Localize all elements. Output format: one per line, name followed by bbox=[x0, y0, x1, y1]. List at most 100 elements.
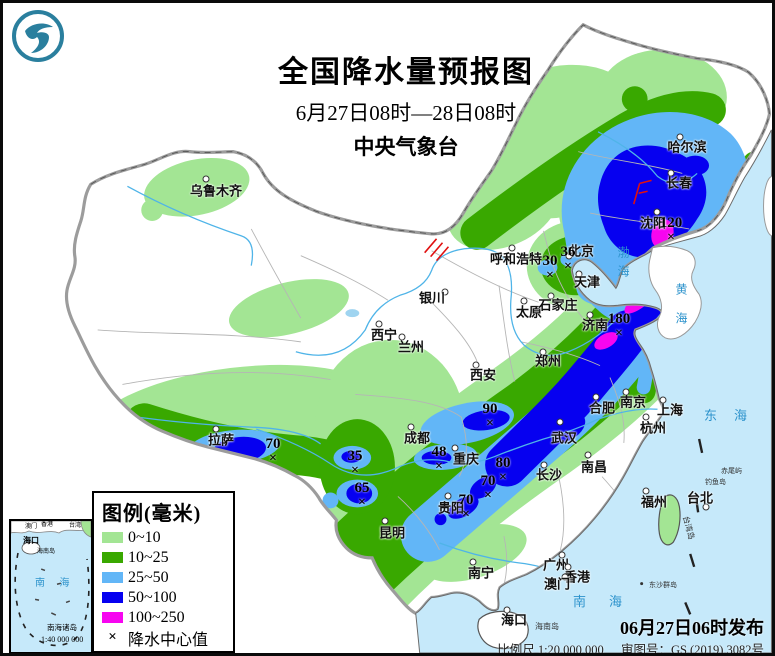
city-label: 呼和浩特 bbox=[489, 251, 543, 267]
x-marker-icon: × bbox=[484, 487, 492, 503]
map-meta: 比例尺 1:20 000 000 审图号：GS (2019) 3082号 bbox=[483, 639, 764, 653]
city-label: 贵阳 bbox=[437, 500, 465, 516]
precip-center-value: 180 bbox=[607, 310, 631, 327]
legend-swatch bbox=[102, 572, 123, 583]
sea bbox=[415, 129, 772, 653]
issue-time: 06月27日06时发布 bbox=[620, 618, 764, 638]
city-label: 福州 bbox=[640, 494, 668, 510]
city-dot bbox=[407, 423, 415, 431]
city-dot bbox=[212, 425, 220, 433]
inset-sea-label: 南 海 bbox=[35, 578, 76, 589]
legend-item-label: 0~10 bbox=[128, 528, 161, 546]
legend-swatch bbox=[102, 592, 123, 603]
x-marker-icon: × bbox=[499, 469, 507, 485]
inset-hainan bbox=[21, 541, 41, 555]
city-dot bbox=[398, 333, 406, 341]
city-dot bbox=[441, 288, 449, 296]
japan-edge bbox=[763, 175, 772, 237]
city-label: 太原 bbox=[515, 304, 543, 320]
inset-haikou-label: 海口 bbox=[23, 536, 39, 545]
city-dot bbox=[503, 606, 511, 614]
dongsha-dot bbox=[640, 582, 644, 586]
precip-center-marker: 70 × bbox=[480, 472, 496, 503]
city-dot bbox=[642, 413, 650, 421]
legend-swatch bbox=[102, 532, 123, 543]
legend-item-label: 50~100 bbox=[128, 588, 177, 606]
map-text-label: 钓鱼岛 bbox=[705, 478, 726, 486]
inset-coast bbox=[11, 521, 91, 534]
city-dot bbox=[472, 361, 480, 369]
precip-center-marker: 70 × bbox=[459, 492, 474, 522]
precip-center-value: 70 bbox=[265, 435, 281, 452]
x-marker-icon: × bbox=[667, 229, 675, 245]
inset-nine-dash-line bbox=[14, 552, 90, 647]
city-dot bbox=[375, 320, 383, 328]
precip-center-value: 36 bbox=[560, 243, 576, 260]
south-china-sea-inset: 澳门 香港 台湾 海口 海南岛 南 海 南海诸岛 1:40 000 000 bbox=[9, 519, 93, 653]
legend-swatch bbox=[102, 612, 123, 623]
qinghai-lake bbox=[345, 309, 360, 318]
inset-taiwan bbox=[80, 521, 91, 538]
precip-center-marker: 180 × bbox=[607, 310, 631, 341]
city-label: 广州 bbox=[542, 557, 570, 573]
agency-name: 中央气象台 bbox=[353, 135, 459, 159]
precip-center-value: 35 bbox=[347, 447, 363, 464]
inset-map bbox=[11, 521, 91, 652]
forecast-period: 6月27日08时—28日08时 bbox=[295, 101, 517, 125]
city-label: 昆明 bbox=[378, 525, 406, 541]
legend-item-label: 25~50 bbox=[128, 568, 169, 586]
precip-center-marker: 120 × bbox=[660, 215, 683, 245]
map-text-label: 东沙群岛 bbox=[649, 581, 677, 589]
page-title: 全国降水量预报图 bbox=[278, 56, 534, 89]
precipitation-layer bbox=[88, 49, 763, 614]
city-label: 合肥 bbox=[588, 400, 616, 416]
map-text-label: 渤海 bbox=[616, 246, 630, 284]
legend-center-label: 降水中心值 bbox=[128, 631, 209, 649]
city-label: 天津 bbox=[573, 274, 601, 290]
x-marker-icon: × bbox=[358, 494, 366, 510]
city-dot bbox=[586, 311, 594, 319]
inset-scale-label: 1:40 000 000 bbox=[41, 635, 84, 644]
legend-swatch bbox=[102, 552, 123, 563]
legend-center-row: × 降水中心值 bbox=[102, 629, 227, 649]
title-block: 全国降水量预报图 6月27日08时—28日08时 中央气象台 bbox=[231, 47, 581, 161]
inset-hongkong-label: 香港 bbox=[41, 522, 54, 528]
city-dot bbox=[676, 133, 684, 141]
city-dot bbox=[558, 551, 566, 559]
x-marker-icon: × bbox=[486, 415, 494, 431]
precip-center-marker: 35 × bbox=[347, 447, 363, 478]
legend-item: 0~10 bbox=[102, 529, 227, 546]
cma-logo bbox=[11, 9, 65, 63]
city-dot bbox=[469, 558, 477, 566]
city-label: 重庆 bbox=[452, 451, 480, 467]
city-dot bbox=[564, 563, 572, 571]
city-label: 香港 bbox=[563, 569, 591, 585]
city-dot bbox=[556, 418, 564, 426]
city-label: 台北 bbox=[686, 490, 714, 506]
city-label: 成都 bbox=[403, 430, 431, 446]
city-dot bbox=[520, 297, 528, 305]
inset-taiwan-label: 台湾 bbox=[69, 523, 82, 529]
city-label: 武汉 bbox=[550, 430, 578, 446]
precip-center-marker: 90 × bbox=[483, 401, 498, 431]
city-label: 杭州 bbox=[639, 420, 667, 436]
map-text-label: 黄海 bbox=[674, 283, 688, 341]
city-dot bbox=[381, 517, 389, 525]
city-dot bbox=[584, 451, 592, 459]
city-dot bbox=[575, 270, 583, 278]
legend-item-label: 100~250 bbox=[128, 608, 185, 626]
precip-center-value: 70 bbox=[480, 472, 496, 489]
city-label: 沈阳 bbox=[639, 215, 667, 231]
x-marker-icon: × bbox=[108, 629, 117, 645]
city-dot bbox=[653, 208, 661, 216]
map-text-label: 赤尾屿 bbox=[721, 467, 742, 475]
city-label: 拉萨 bbox=[207, 432, 235, 448]
inset-islets bbox=[34, 568, 71, 616]
legend-item: 10~25 bbox=[102, 549, 227, 566]
city-dot bbox=[667, 169, 675, 177]
city-label: 哈尔滨 bbox=[667, 139, 707, 155]
x-marker-icon: × bbox=[269, 450, 277, 466]
city-dot bbox=[561, 573, 569, 581]
x-marker-icon: × bbox=[546, 267, 554, 283]
